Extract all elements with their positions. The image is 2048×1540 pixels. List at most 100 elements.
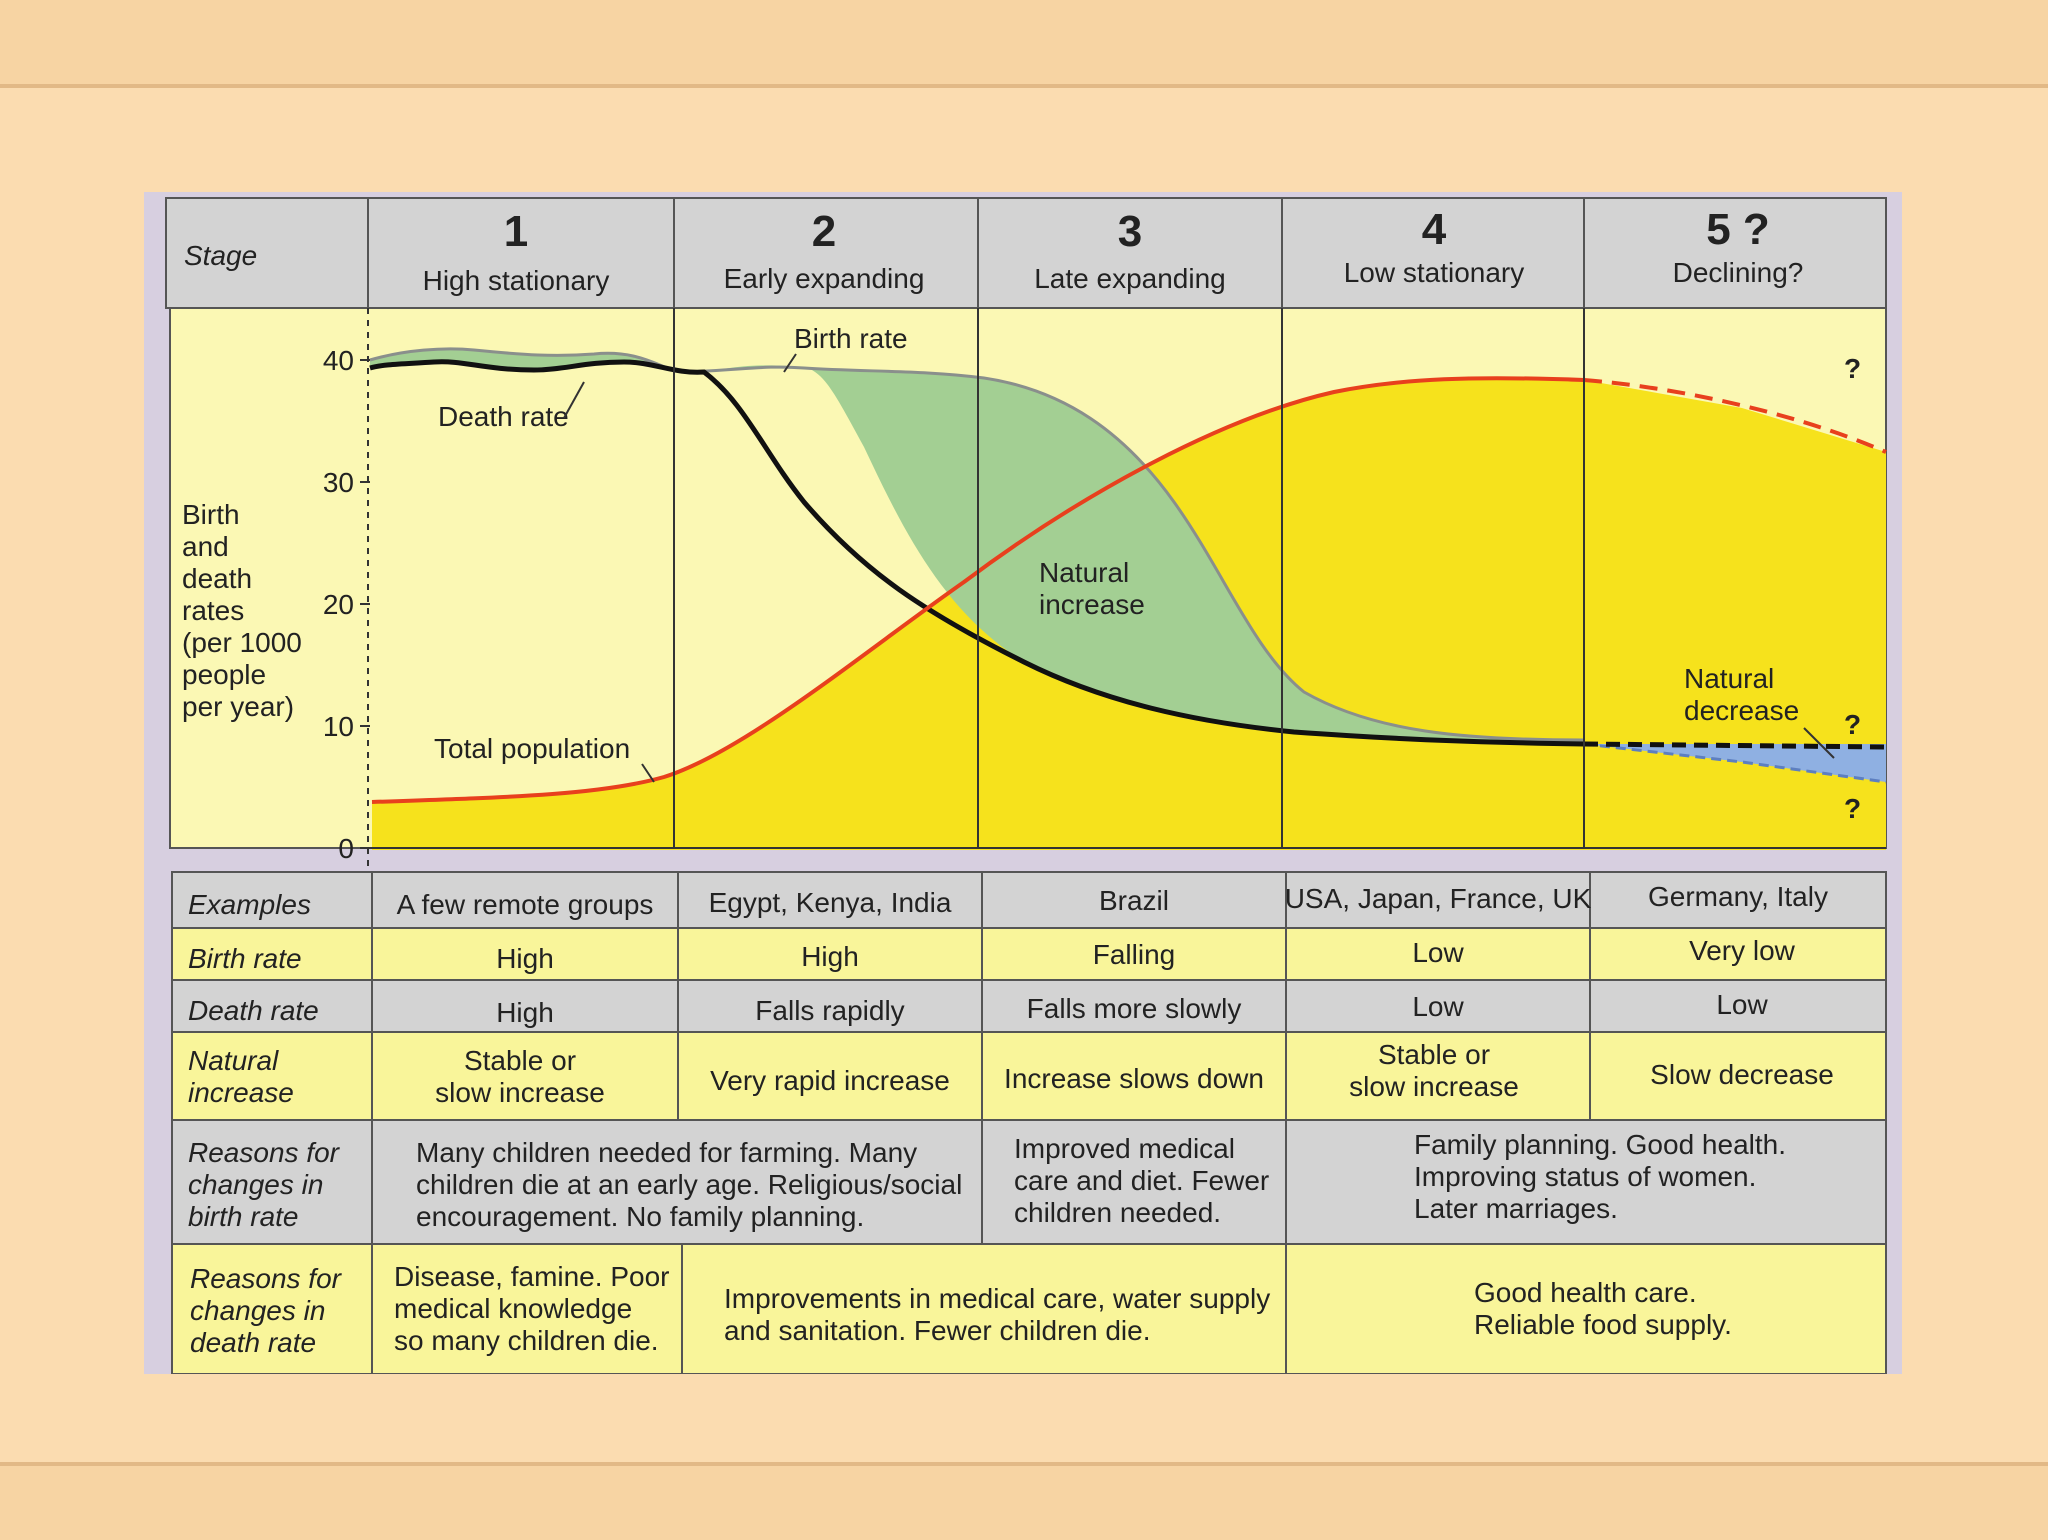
death-reasons-stage-2-3: Improvements in medical care, water supp… <box>724 1283 1270 1314</box>
death-question-mark: ? <box>1844 793 1861 824</box>
y-axis-label-line: death <box>182 563 252 594</box>
y-axis-label-line: rates <box>182 595 244 626</box>
birth-question-mark: ? <box>1844 709 1861 740</box>
birth-rate-cell: High <box>801 941 859 972</box>
death-rate-leader <box>563 381 585 419</box>
birth-reasons-stage-4-5: Later marriages. <box>1414 1193 1618 1224</box>
y-tick-10: 10 <box>323 711 354 742</box>
death-reasons-stage-4-5: Reliable food supply. <box>1474 1309 1732 1340</box>
death-rate-cell: High <box>496 997 554 1028</box>
death-reasons-stage-1: medical knowledge <box>394 1293 632 1324</box>
natural-increase-row-label: increase <box>188 1077 294 1108</box>
y-tick-40: 40 <box>323 345 354 376</box>
population-question-mark: ? <box>1844 353 1861 384</box>
natural-decrease-area <box>1584 744 1886 782</box>
death-reasons-stage-1: Disease, famine. Poor <box>394 1261 669 1292</box>
examples-cell: Germany, Italy <box>1648 881 1828 912</box>
death-reasons-label: Reasons for <box>190 1263 343 1294</box>
y-axis-label-line: and <box>182 531 229 562</box>
natural-decrease-leader <box>1803 727 1835 759</box>
examples-cell: USA, Japan, France, UK <box>1285 883 1592 914</box>
birth-rate-line <box>369 347 1585 742</box>
total-population-label: Total population <box>434 733 630 764</box>
death-reasons-label: changes in <box>190 1295 325 1326</box>
rates-graph: 40 30 20 10 0 Birth and death rates (per… <box>169 307 1887 872</box>
y-axis: 40 30 20 10 0 <box>323 345 370 864</box>
table-row <box>171 1243 1887 1374</box>
examples-cell: A few remote groups <box>397 889 654 920</box>
stage-3-name: Late expanding <box>1034 263 1226 294</box>
stage-3-number: 3 <box>1118 207 1142 256</box>
birth-reasons-label: changes in <box>188 1169 323 1200</box>
y-axis-label-line: per year) <box>182 691 294 722</box>
stage-4-name: Low stationary <box>1344 257 1525 288</box>
natural-increase-cell: Very rapid increase <box>710 1065 950 1096</box>
population-future-line <box>1583 378 1887 454</box>
natural-increase-cell: Stable or <box>464 1045 576 1076</box>
birth-rate-cell: High <box>496 943 554 974</box>
death-rate-label: Death rate <box>438 401 569 432</box>
birth-rate-cell: Falling <box>1093 939 1175 970</box>
natural-increase-row-label: Natural <box>188 1045 279 1076</box>
stage-table: Examples Birth rate Death rate Natural i… <box>171 871 1887 1374</box>
natural-increase-label-2: increase <box>1039 589 1145 620</box>
stage-label: Stage <box>184 240 257 271</box>
stage-1-name: High stationary <box>423 265 610 296</box>
bottom-band <box>0 1462 2048 1540</box>
birth-reasons-stage-4-5: Improving status of women. <box>1414 1161 1756 1192</box>
stage-header: Stage 1 High stationary 2 Early expandin… <box>165 197 1887 309</box>
stage-2-number: 2 <box>812 207 836 256</box>
examples-cell: Brazil <box>1099 885 1169 916</box>
natural-decrease-label-2: decrease <box>1684 695 1799 726</box>
death-rate-cell: Falls rapidly <box>755 995 904 1026</box>
birth-rate-cell: Low <box>1412 937 1464 968</box>
demographic-transition-diagram: Stage 1 High stationary 2 Early expandin… <box>144 192 1902 1374</box>
birth-reasons-label: birth rate <box>188 1201 299 1232</box>
death-rate-cell: Falls more slowly <box>1027 993 1242 1024</box>
birth-reasons-stage-3: care and diet. Fewer <box>1014 1165 1269 1196</box>
examples-cell: Egypt, Kenya, India <box>709 887 952 918</box>
birth-reasons-stage-3: children needed. <box>1014 1197 1221 1228</box>
stage-4-number: 4 <box>1422 205 1447 254</box>
death-rate-row-label: Death rate <box>188 995 319 1026</box>
birth-rate-cell: Very low <box>1689 935 1796 966</box>
table-row <box>171 1119 1887 1245</box>
y-axis-label: Birth and death rates (per 1000 people p… <box>182 499 302 722</box>
table-row <box>171 871 1887 929</box>
natural-increase-cell: Stable or <box>1378 1039 1490 1070</box>
birth-reasons-label: Reasons for <box>188 1137 341 1168</box>
stage-5-number: 5 ? <box>1706 205 1770 254</box>
natural-increase-cell: slow increase <box>435 1077 605 1108</box>
death-reasons-stage-2-3: and sanitation. Fewer children die. <box>724 1315 1150 1346</box>
y-axis-label-line: (per 1000 <box>182 627 302 658</box>
table-row <box>171 1031 1887 1121</box>
birth-rate-label: Birth rate <box>794 323 908 354</box>
birth-rate-leader <box>783 353 797 373</box>
y-axis-label-line: Birth <box>182 499 240 530</box>
y-tick-0: 0 <box>338 833 354 864</box>
natural-increase-cell: slow increase <box>1349 1071 1519 1102</box>
birth-reasons-stage-4-5: Family planning. Good health. <box>1414 1129 1786 1160</box>
y-tick-30: 30 <box>323 467 354 498</box>
death-reasons-label: death rate <box>190 1327 316 1358</box>
death-rate-cell: Low <box>1716 989 1768 1020</box>
table-row <box>171 927 1887 981</box>
y-axis-label-line: people <box>182 659 266 690</box>
stage-2-name: Early expanding <box>724 263 925 294</box>
birth-rate-row-label: Birth rate <box>188 943 302 974</box>
total-population-leader <box>641 763 655 783</box>
death-reasons-stage-1: so many children die. <box>394 1325 659 1356</box>
stage-1-number: 1 <box>504 207 528 256</box>
birth-reasons-stage-3: Improved medical <box>1014 1133 1235 1164</box>
natural-increase-cell: Slow decrease <box>1650 1059 1834 1090</box>
birth-reasons-stage-1-2: Many children needed for farming. Many <box>416 1137 917 1168</box>
stage-5-name: Declining? <box>1673 257 1804 288</box>
death-reasons-stage-4-5: Good health care. <box>1474 1277 1697 1308</box>
y-tick-20: 20 <box>323 589 354 620</box>
death-rate-cell: Low <box>1412 991 1464 1022</box>
death-rate-line <box>369 359 1585 747</box>
examples-row-label: Examples <box>188 889 311 920</box>
natural-decrease-label-1: Natural <box>1684 663 1774 694</box>
natural-increase-cell: Increase slows down <box>1004 1063 1264 1094</box>
table-row <box>171 979 1887 1033</box>
